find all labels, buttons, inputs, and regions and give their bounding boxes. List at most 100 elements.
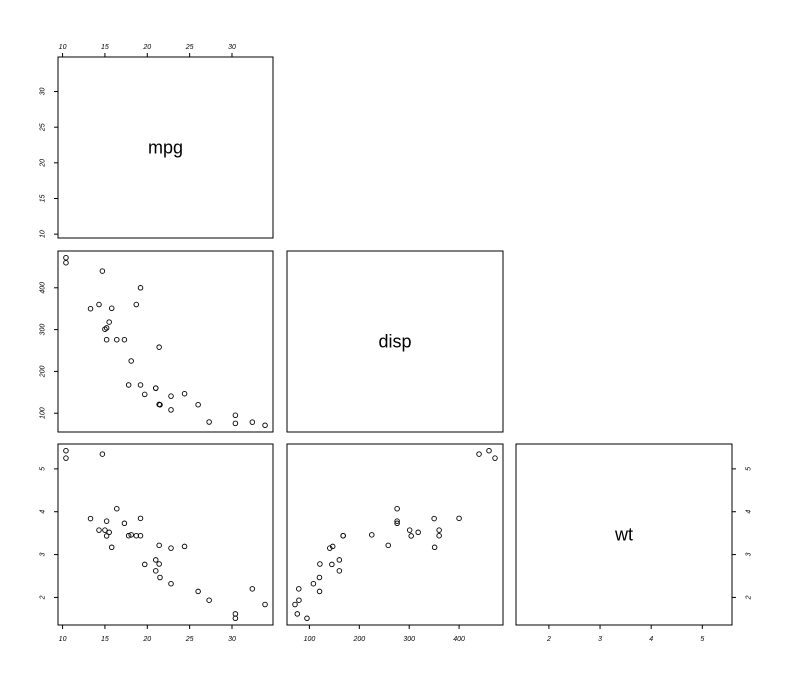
- y-tick-label-right-wt-4: 4: [746, 510, 753, 514]
- x-tick-label-bottom-wt-4: 4: [649, 636, 653, 643]
- point-mpg-wt-11: [114, 505, 120, 512]
- point-disp-wt-26: [316, 588, 323, 595]
- point-mpg-disp-8: [168, 393, 174, 399]
- point-mpg-wt-7: [181, 543, 188, 550]
- point-disp-wt-29: [329, 561, 335, 568]
- y-tick-label-left-wt-2: 2: [40, 595, 47, 600]
- point-mpg-wt-26: [195, 588, 201, 595]
- point-mpg-wt-23: [87, 515, 94, 522]
- point-mpg-disp-5: [128, 358, 134, 364]
- point-mpg-wt-24: [137, 515, 144, 522]
- point-disp-wt-27: [304, 615, 310, 622]
- y-tick-label-left-wt-3: 3: [40, 553, 47, 557]
- y-tick-label-left-wt-4: 4: [40, 510, 47, 514]
- point-mpg-disp-10: [125, 382, 132, 388]
- point-disp-wt-16: [476, 451, 482, 457]
- point-disp-wt-25: [296, 597, 302, 603]
- point-mpg-disp-24: [137, 285, 144, 291]
- point-mpg-wt-14: [63, 455, 69, 461]
- point-mpg-disp-14: [63, 254, 69, 261]
- point-mpg-wt-21: [106, 529, 112, 536]
- point-mpg-wt-0: [153, 568, 159, 574]
- y-tick-label-right-wt-2: 2: [746, 595, 753, 600]
- point-disp-wt-22: [408, 533, 414, 539]
- x-tick-label-top-mpg-10: 10: [59, 44, 67, 51]
- point-disp-wt-2: [310, 580, 317, 587]
- point-mpg-wt-1: [153, 557, 159, 563]
- point-mpg-wt-3: [156, 542, 162, 549]
- panel-frame-2-0: [57, 443, 274, 626]
- point-mpg-wt-31: [156, 561, 162, 567]
- y-tick-label-left-wt-5: 5: [40, 467, 47, 471]
- y-tick-label-left-disp-400: 400: [40, 282, 47, 294]
- diagonal-label-mpg: mpg: [148, 138, 183, 158]
- point-mpg-disp-28: [108, 305, 115, 312]
- y-tick-label-left-disp-300: 300: [40, 324, 47, 336]
- point-mpg-wt-10: [125, 532, 132, 539]
- panel-frame-0-0: [57, 56, 274, 239]
- point-mpg-wt-25: [206, 597, 212, 603]
- point-disp-wt-3: [385, 542, 391, 549]
- point-mpg-wt-16: [99, 451, 106, 457]
- point-disp-wt-6: [436, 527, 442, 533]
- point-disp-wt-10: [340, 532, 346, 539]
- point-disp-wt-0: [336, 568, 343, 574]
- panel-frame-1-0: [57, 250, 274, 433]
- x-tick-label-bottom-wt-2: 2: [546, 636, 551, 643]
- point-disp-wt-7: [329, 543, 336, 550]
- point-disp-wt-12: [394, 520, 400, 527]
- point-disp-wt-8: [327, 545, 333, 551]
- point-mpg-disp-13: [103, 336, 110, 343]
- point-disp-wt-17: [296, 586, 302, 592]
- point-disp-wt-20: [316, 574, 323, 581]
- point-mpg-wt-12: [121, 520, 128, 527]
- x-tick-label-bottom-mpg-15: 15: [101, 636, 109, 643]
- point-mpg-disp-25: [206, 419, 212, 425]
- x-tick-label-top-mpg-20: 20: [142, 44, 151, 51]
- point-mpg-wt-22: [103, 533, 110, 539]
- point-mpg-disp-16: [99, 268, 106, 274]
- point-mpg-disp-26: [195, 401, 201, 408]
- point-disp-wt-19: [292, 601, 298, 608]
- x-tick-label-bottom-wt-3: 3: [598, 636, 602, 643]
- point-mpg-wt-6: [96, 527, 102, 533]
- point-mpg-disp-18: [232, 420, 239, 427]
- y-tick-label-right-wt-5: 5: [746, 467, 753, 471]
- point-mpg-wt-27: [232, 615, 239, 622]
- point-mpg-disp-4: [133, 301, 140, 308]
- x-tick-label-bottom-disp-300: 300: [403, 636, 415, 643]
- point-mpg-wt-13: [103, 518, 110, 524]
- point-disp-wt-14: [492, 455, 498, 461]
- point-mpg-disp-9: [137, 382, 144, 388]
- x-tick-label-bottom-disp-100: 100: [304, 636, 316, 643]
- point-mpg-wt-17: [249, 586, 256, 592]
- point-mpg-wt-9: [137, 532, 144, 539]
- point-disp-wt-1: [336, 557, 343, 563]
- point-mpg-disp-17: [249, 419, 256, 425]
- point-disp-wt-5: [369, 532, 375, 538]
- point-mpg-wt-19: [262, 601, 268, 608]
- point-mpg-disp-15: [63, 259, 69, 266]
- y-tick-label-left-mpg-15: 15: [40, 194, 47, 202]
- point-mpg-disp-11: [114, 336, 120, 343]
- x-tick-label-bottom-wt-5: 5: [700, 636, 704, 643]
- point-disp-wt-31: [317, 561, 323, 567]
- y-tick-label-right-wt-3: 3: [746, 553, 753, 557]
- point-mpg-wt-29: [141, 561, 148, 568]
- panel-frame-1-1: [286, 250, 504, 433]
- y-tick-label-left-disp-100: 100: [40, 407, 47, 419]
- point-disp-wt-4: [436, 532, 442, 539]
- point-mpg-disp-1: [153, 385, 159, 391]
- point-mpg-disp-31: [156, 401, 162, 408]
- point-mpg-disp-21: [106, 319, 112, 325]
- x-tick-label-top-mpg-15: 15: [101, 44, 109, 51]
- point-disp-wt-30: [406, 527, 413, 533]
- point-mpg-disp-3: [156, 344, 162, 350]
- diagonal-label-wt: wt: [614, 525, 633, 545]
- point-mpg-wt-30: [102, 527, 108, 533]
- panel-frame-2-2: [515, 443, 733, 626]
- x-tick-label-bottom-mpg-20: 20: [142, 636, 151, 643]
- point-disp-wt-11: [394, 505, 400, 512]
- point-disp-wt-23: [431, 515, 437, 522]
- point-disp-wt-15: [486, 447, 492, 454]
